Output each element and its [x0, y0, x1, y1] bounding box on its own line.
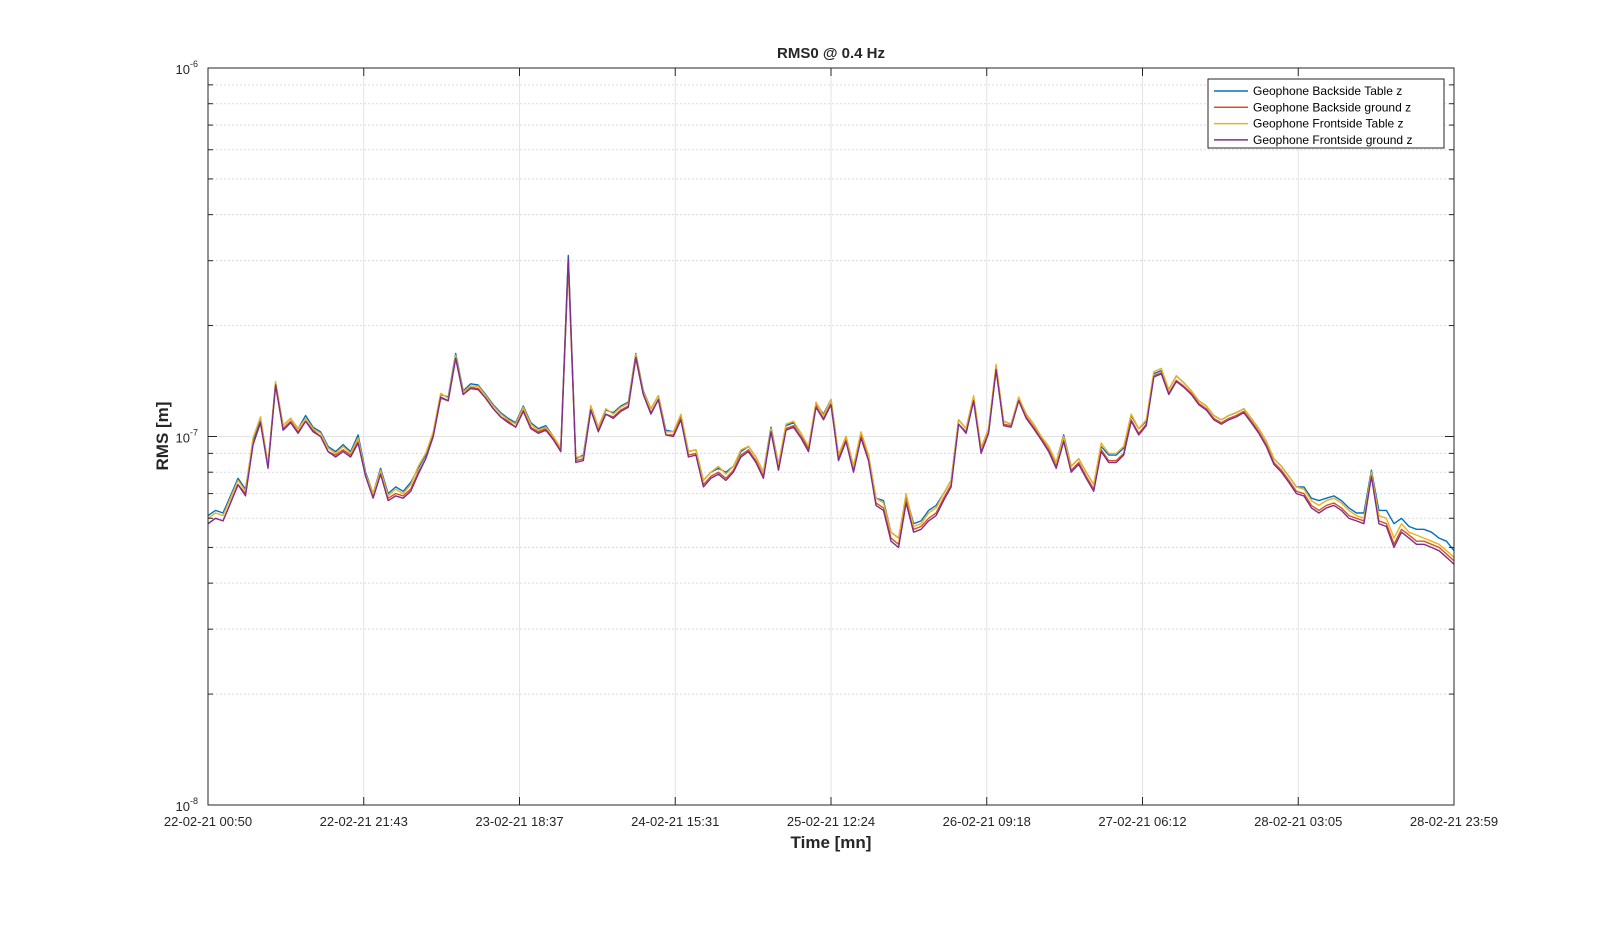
y-tick-exponent: -6	[190, 59, 198, 69]
legend-label: Geophone Backside ground z	[1253, 100, 1411, 114]
y-tick-base: 10	[176, 799, 190, 814]
legend-label: Geophone Backside Table z	[1253, 84, 1402, 98]
tick-marks	[207, 67, 1455, 806]
y-tick-label: 10 -8	[176, 796, 198, 814]
y-tick-label: 10 -7	[176, 428, 198, 446]
x-tick-label: 25-02-21 12:24	[787, 814, 875, 829]
y-tick-labels: 10-810-710-6	[176, 59, 198, 814]
x-tick-label: 28-02-21 03:05	[1254, 814, 1342, 829]
y-tick-label: 10 -6	[176, 59, 198, 77]
legend-label: Geophone Frontside Table z	[1253, 117, 1404, 131]
x-tick-label: 28-02-21 23:59	[1410, 814, 1498, 829]
legend-label: Geophone Frontside ground z	[1253, 133, 1412, 147]
series-lines	[207, 254, 1455, 565]
y-tick-exponent: -8	[190, 796, 198, 806]
x-tick-label: 26-02-21 09:18	[943, 814, 1031, 829]
chart-title: RMS0 @ 0.4 Hz	[777, 45, 885, 62]
x-tick-label: 23-02-21 18:37	[475, 814, 563, 829]
y-tick-base: 10	[176, 431, 190, 446]
x-axis-label: Time [mn]	[791, 833, 872, 852]
x-tick-label: 27-02-21 06:12	[1098, 814, 1186, 829]
series-line-3	[207, 260, 1455, 558]
legend: Geophone Backside Table z Geophone Backsi…	[1207, 78, 1445, 149]
y-axis-label: RMS [m]	[153, 402, 172, 471]
series-line-4	[207, 257, 1455, 565]
y-tick-exponent: -7	[190, 428, 198, 438]
x-tick-label: 22-02-21 00:50	[164, 814, 252, 829]
y-tick-base: 10	[176, 62, 190, 77]
x-tick-labels: 22-02-21 00:50 22-02-21 21:43 23-02-21 18:…	[164, 814, 1498, 829]
x-tick-label: 24-02-21 15:31	[631, 814, 719, 829]
x-tick-label: 22-02-21 21:43	[320, 814, 408, 829]
